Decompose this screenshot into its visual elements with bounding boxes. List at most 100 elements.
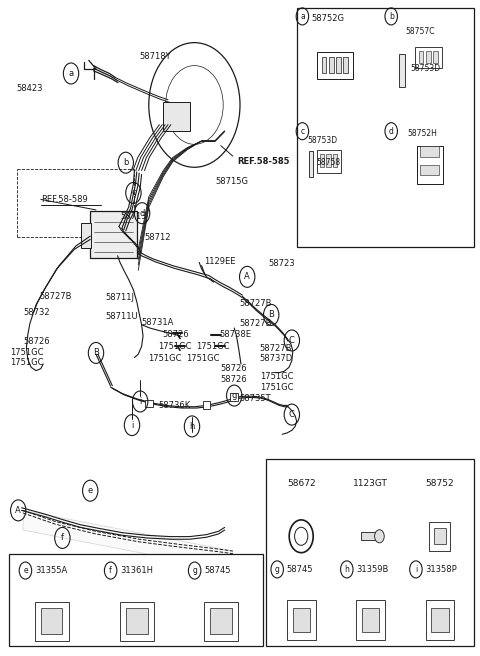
Bar bbox=[317, 52, 353, 79]
Text: h: h bbox=[189, 422, 195, 431]
Text: c: c bbox=[300, 127, 304, 136]
Bar bbox=[266, 459, 474, 646]
Text: 58672: 58672 bbox=[287, 480, 315, 488]
Text: 58732: 58732 bbox=[23, 308, 49, 317]
Text: 58726: 58726 bbox=[221, 364, 247, 373]
Text: e: e bbox=[88, 486, 93, 495]
Text: 58752: 58752 bbox=[426, 480, 454, 488]
Text: a: a bbox=[300, 12, 305, 21]
Bar bbox=[415, 47, 442, 68]
Bar bbox=[320, 154, 324, 167]
Bar bbox=[336, 57, 341, 73]
Text: 31361H: 31361H bbox=[120, 566, 153, 575]
Text: 58757C: 58757C bbox=[406, 27, 435, 36]
Bar bbox=[417, 146, 443, 184]
Text: 58711U: 58711U bbox=[106, 312, 138, 321]
Bar bbox=[163, 102, 190, 131]
Circle shape bbox=[374, 530, 384, 543]
Text: d: d bbox=[389, 127, 394, 136]
Text: A: A bbox=[15, 506, 21, 515]
Bar bbox=[361, 533, 380, 541]
Text: 58752G: 58752G bbox=[311, 14, 344, 23]
Bar bbox=[35, 602, 69, 641]
Text: 58715G: 58715G bbox=[215, 176, 248, 186]
Text: 31355A: 31355A bbox=[35, 566, 67, 575]
Bar bbox=[420, 146, 439, 157]
Text: g: g bbox=[275, 565, 280, 574]
Text: 58752H: 58752H bbox=[407, 129, 437, 138]
Text: d: d bbox=[139, 209, 145, 218]
Text: 1751GC: 1751GC bbox=[260, 372, 294, 381]
Bar bbox=[333, 154, 337, 167]
Text: h: h bbox=[344, 565, 349, 574]
Text: 58731A: 58731A bbox=[142, 318, 174, 327]
Text: 58726: 58726 bbox=[23, 337, 49, 346]
Bar bbox=[426, 51, 431, 63]
Text: 1751GC: 1751GC bbox=[260, 382, 294, 392]
Text: 1751GC: 1751GC bbox=[148, 354, 181, 363]
Bar bbox=[434, 529, 445, 544]
Bar bbox=[326, 154, 331, 167]
Text: 58727B: 58727B bbox=[239, 298, 272, 308]
Bar bbox=[81, 223, 91, 248]
Bar bbox=[343, 57, 348, 73]
Text: b: b bbox=[123, 158, 129, 167]
Bar bbox=[309, 151, 313, 177]
Text: C: C bbox=[289, 336, 295, 345]
Bar bbox=[429, 522, 450, 551]
Bar bbox=[230, 393, 238, 401]
Text: 58711J: 58711J bbox=[106, 293, 134, 302]
Text: 1751GC: 1751GC bbox=[158, 342, 192, 351]
Text: 58727B: 58727B bbox=[239, 319, 272, 328]
Text: i: i bbox=[139, 397, 141, 406]
Text: A: A bbox=[244, 272, 250, 281]
Bar bbox=[292, 608, 310, 632]
Text: 58713: 58713 bbox=[120, 212, 146, 221]
Text: b: b bbox=[389, 12, 394, 21]
Bar bbox=[287, 600, 316, 640]
Text: REF.58-589: REF.58-589 bbox=[41, 195, 87, 204]
Text: c: c bbox=[131, 188, 136, 197]
Bar bbox=[41, 608, 62, 634]
Text: B: B bbox=[268, 310, 274, 319]
Text: 58745: 58745 bbox=[287, 565, 313, 574]
Text: 1751GC: 1751GC bbox=[196, 342, 229, 351]
Bar bbox=[297, 8, 474, 247]
Text: 58727B: 58727B bbox=[259, 344, 292, 354]
Polygon shape bbox=[23, 510, 233, 571]
Text: 58745: 58745 bbox=[204, 566, 231, 575]
Text: f: f bbox=[109, 566, 112, 575]
Text: 31359B: 31359B bbox=[356, 565, 389, 574]
Bar bbox=[145, 400, 153, 407]
Bar bbox=[356, 600, 385, 640]
Bar bbox=[322, 57, 326, 73]
Text: i: i bbox=[131, 420, 133, 430]
Bar bbox=[204, 602, 238, 641]
Bar bbox=[9, 554, 263, 646]
Bar bbox=[90, 211, 137, 258]
Bar bbox=[203, 401, 210, 409]
Text: 1129EE: 1129EE bbox=[204, 256, 236, 266]
Text: REF.58-585: REF.58-585 bbox=[238, 157, 290, 166]
Text: 1123GT: 1123GT bbox=[353, 480, 388, 488]
Bar bbox=[431, 608, 448, 632]
Text: 58726: 58726 bbox=[162, 330, 189, 339]
Text: 58737D: 58737D bbox=[259, 354, 292, 363]
Bar bbox=[362, 608, 379, 632]
Text: i: i bbox=[415, 565, 417, 574]
Text: C: C bbox=[289, 410, 295, 419]
Bar bbox=[120, 602, 154, 641]
Text: 31358P: 31358P bbox=[425, 565, 457, 574]
Text: a: a bbox=[69, 69, 73, 78]
Text: 58758: 58758 bbox=[317, 158, 341, 167]
Text: 58423: 58423 bbox=[17, 84, 43, 93]
Bar bbox=[329, 57, 334, 73]
Text: 58738E: 58738E bbox=[220, 330, 252, 339]
Text: e: e bbox=[23, 566, 28, 575]
Text: 58723: 58723 bbox=[269, 259, 295, 268]
Text: 58736K: 58736K bbox=[158, 401, 191, 410]
Text: 1751GC: 1751GC bbox=[11, 358, 44, 367]
Text: 58718Y: 58718Y bbox=[139, 52, 171, 61]
Bar bbox=[419, 51, 423, 63]
Bar bbox=[317, 150, 341, 173]
